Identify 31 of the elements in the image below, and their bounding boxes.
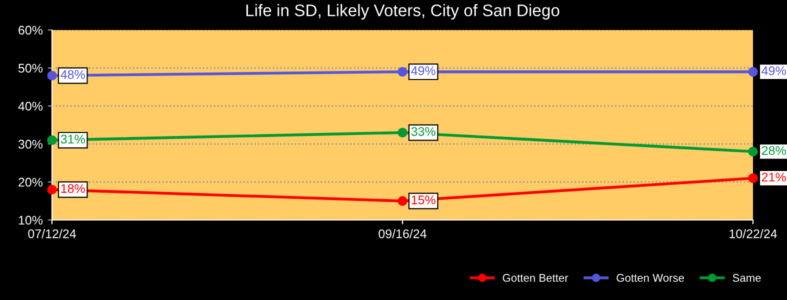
x-tick-label: 07/12/24 — [28, 229, 76, 238]
data-label: 21% — [762, 172, 786, 182]
point — [398, 196, 408, 206]
point — [47, 135, 57, 146]
y-tick-label: 40% — [18, 102, 43, 111]
data-label: 28% — [762, 146, 786, 155]
data-label: 49% — [762, 66, 786, 76]
data-label: 33% — [411, 127, 436, 136]
data-label: 18% — [61, 184, 85, 193]
data-label: 49% — [411, 66, 436, 76]
legend-label: Same — [732, 274, 761, 282]
point — [748, 146, 758, 156]
chart-title: Life in SD, Likely Voters, City of San Diego — [246, 4, 560, 20]
point — [748, 66, 758, 77]
y-tick-label: 50% — [18, 64, 43, 73]
legend-label: Gotten Better — [502, 274, 568, 282]
data-label: 48% — [60, 70, 85, 79]
point — [748, 173, 758, 184]
x-tick-label: 09/16/24 — [378, 229, 426, 238]
x-tick-label: 10/22/24 — [730, 229, 777, 238]
y-tick-label: 60% — [18, 26, 43, 35]
point — [398, 128, 408, 138]
data-label: 31% — [60, 134, 85, 144]
point — [47, 184, 57, 194]
y-tick-label: 30% — [18, 140, 43, 149]
data-label: 15% — [412, 196, 436, 204]
legend-label: Gotten Worse — [616, 274, 684, 282]
point — [398, 66, 408, 77]
y-tick-label: 20% — [18, 178, 43, 187]
point — [47, 70, 57, 80]
y-tick-label: 10% — [18, 216, 43, 225]
